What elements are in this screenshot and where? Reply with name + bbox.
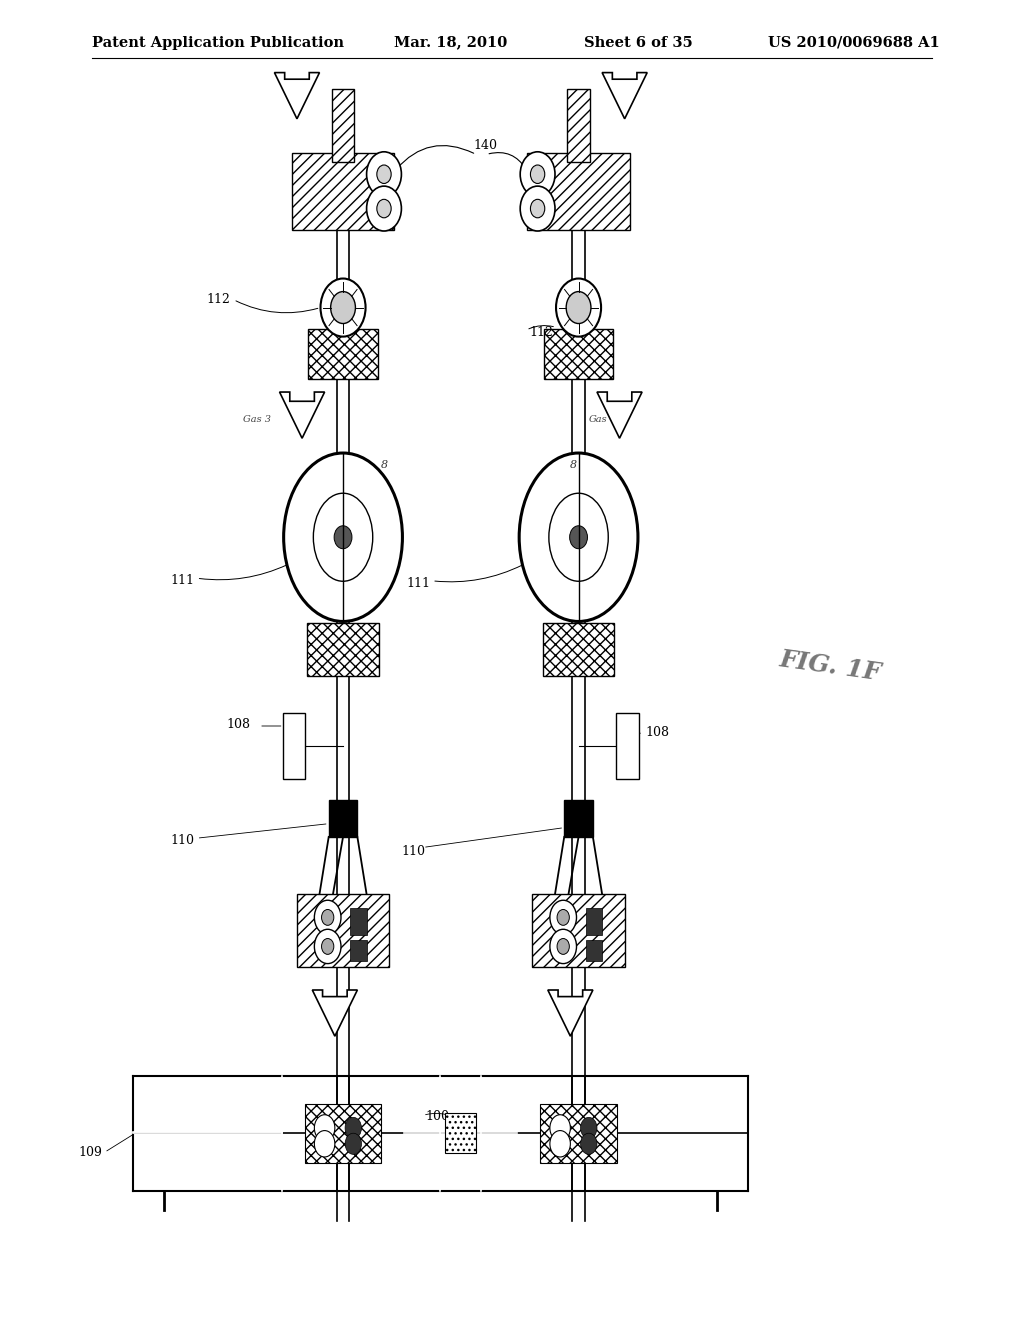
- Bar: [586, 908, 602, 935]
- Bar: [567, 88, 590, 161]
- Circle shape: [520, 186, 555, 231]
- Circle shape: [322, 939, 334, 954]
- Polygon shape: [548, 990, 593, 1036]
- Circle shape: [557, 939, 569, 954]
- Bar: [307, 623, 379, 676]
- Text: Patent Application Publication: Patent Application Publication: [92, 36, 344, 50]
- Circle shape: [322, 909, 334, 925]
- Circle shape: [367, 186, 401, 231]
- Circle shape: [345, 1117, 361, 1138]
- Text: 108: 108: [645, 726, 669, 739]
- Text: 8: 8: [570, 459, 577, 470]
- Bar: [543, 623, 614, 676]
- Circle shape: [550, 929, 577, 964]
- Text: 112: 112: [529, 326, 553, 339]
- Bar: [564, 800, 593, 837]
- Text: 8: 8: [381, 459, 387, 470]
- Ellipse shape: [519, 453, 638, 622]
- Text: 100: 100: [425, 1110, 449, 1123]
- Polygon shape: [312, 990, 357, 1036]
- Bar: [544, 329, 613, 379]
- Polygon shape: [280, 392, 325, 438]
- Text: Mar. 18, 2010: Mar. 18, 2010: [394, 36, 508, 50]
- Circle shape: [520, 152, 555, 197]
- Text: 112: 112: [207, 293, 230, 306]
- Ellipse shape: [284, 453, 402, 622]
- Ellipse shape: [549, 494, 608, 581]
- Circle shape: [314, 1130, 335, 1156]
- Bar: [527, 153, 630, 230]
- Text: 140: 140: [473, 139, 497, 152]
- Circle shape: [550, 900, 577, 935]
- Text: Gas: Gas: [589, 416, 607, 424]
- Ellipse shape: [313, 494, 373, 581]
- Text: 109: 109: [79, 1146, 102, 1159]
- Circle shape: [331, 292, 355, 323]
- Polygon shape: [597, 392, 642, 438]
- Circle shape: [530, 165, 545, 183]
- Bar: [541, 1104, 616, 1163]
- Text: 108: 108: [227, 718, 251, 731]
- Circle shape: [345, 1133, 361, 1154]
- Circle shape: [321, 279, 366, 337]
- Polygon shape: [602, 73, 647, 119]
- Circle shape: [550, 1114, 570, 1140]
- Bar: [332, 88, 354, 161]
- Text: 111: 111: [407, 577, 430, 590]
- Circle shape: [367, 152, 401, 197]
- Bar: [616, 713, 639, 779]
- Text: US 2010/0069688 A1: US 2010/0069688 A1: [768, 36, 940, 50]
- Bar: [532, 895, 625, 966]
- Bar: [305, 1104, 382, 1163]
- Circle shape: [581, 1133, 597, 1154]
- Bar: [445, 1114, 476, 1154]
- Bar: [329, 800, 357, 837]
- Circle shape: [530, 199, 545, 218]
- Bar: [308, 329, 378, 379]
- Circle shape: [377, 165, 391, 183]
- Text: 110: 110: [171, 834, 195, 847]
- Bar: [292, 153, 394, 230]
- Circle shape: [581, 1117, 597, 1138]
- Circle shape: [377, 199, 391, 218]
- Bar: [350, 940, 367, 961]
- Circle shape: [314, 929, 341, 964]
- Circle shape: [569, 525, 588, 549]
- Text: Sheet 6 of 35: Sheet 6 of 35: [584, 36, 692, 50]
- Circle shape: [314, 900, 341, 935]
- Bar: [586, 940, 602, 961]
- Circle shape: [566, 292, 591, 323]
- Text: FIG. 1F: FIG. 1F: [778, 648, 884, 685]
- Text: 111: 111: [171, 574, 195, 587]
- Bar: [350, 908, 367, 935]
- Polygon shape: [274, 73, 319, 119]
- Circle shape: [334, 525, 352, 549]
- Circle shape: [550, 1130, 570, 1156]
- Circle shape: [314, 1114, 335, 1140]
- Text: 110: 110: [401, 845, 425, 858]
- Bar: [283, 713, 305, 779]
- Bar: [297, 895, 389, 966]
- Circle shape: [557, 909, 569, 925]
- Circle shape: [556, 279, 601, 337]
- Text: Gas 3: Gas 3: [244, 416, 271, 424]
